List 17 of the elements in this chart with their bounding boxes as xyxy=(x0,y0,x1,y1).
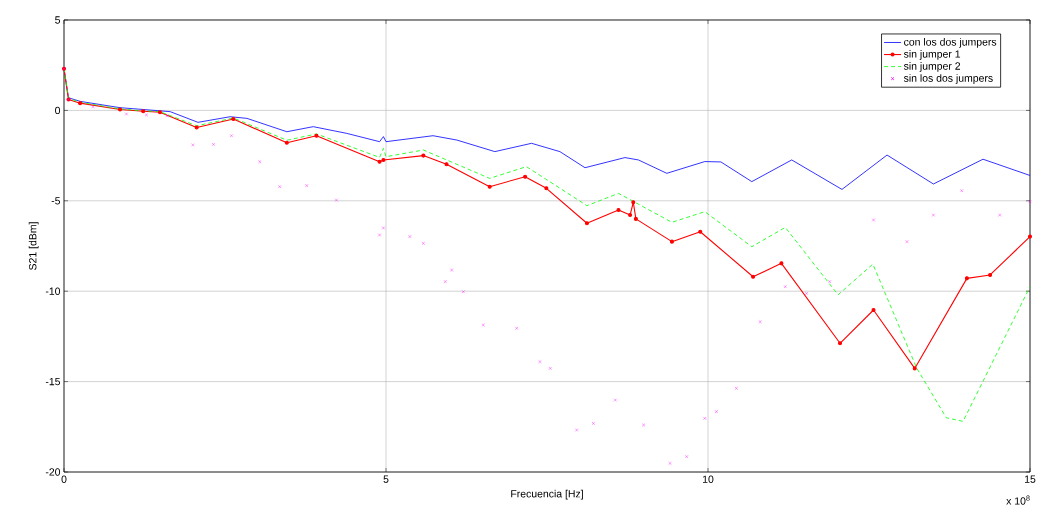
y-tick-label: 0 xyxy=(55,106,61,115)
x-tick-label: 10 xyxy=(702,475,714,483)
x-tick-label: 15 xyxy=(1024,475,1036,483)
x-tick-label: 5 xyxy=(383,475,389,483)
legend-label: con los dos jumpers xyxy=(904,37,997,48)
legend-label: sin los dos jumpers xyxy=(903,74,993,84)
y-tick-label: -20 xyxy=(45,468,61,476)
y-axis-title: S21 [dBm] xyxy=(28,222,39,270)
y-tick-label: -15 xyxy=(45,377,61,386)
text: x 10$^{8}$ xyxy=(1006,495,1030,505)
x-tick-label: 0 xyxy=(61,475,67,483)
y-tick-label: -5 xyxy=(51,197,61,205)
x-axis-title: Frecuencia [Hz] xyxy=(511,489,583,500)
y-tick-label: 5 xyxy=(55,16,61,24)
y-tick-label: -10 xyxy=(45,287,61,295)
legend-label: sin jumper 1 xyxy=(903,50,961,60)
legend-label: sin jumper 2 xyxy=(903,62,961,72)
